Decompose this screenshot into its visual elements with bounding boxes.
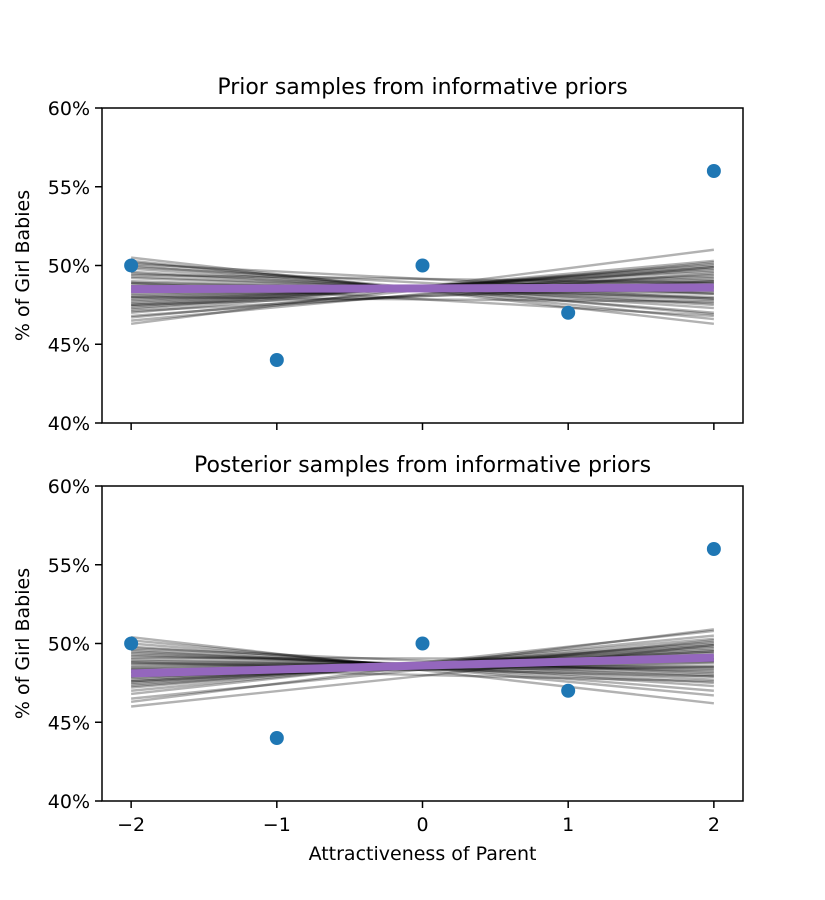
data-point	[124, 636, 139, 651]
posterior-panel-title: Posterior samples from informative prior…	[194, 453, 651, 478]
y-tick-label: 50%	[48, 256, 90, 278]
posterior-x-axis: −2 −1 0 1 2	[117, 801, 720, 836]
y-tick-label: 60%	[48, 476, 90, 498]
x-tick-label: 1	[562, 814, 574, 836]
y-tick-label: 40%	[48, 413, 90, 435]
prior-y-axis-label: % of Girl Babies	[12, 190, 34, 341]
prior-panel-title: Prior samples from informative priors	[217, 75, 627, 100]
x-tick-label: 2	[708, 814, 720, 836]
sample-line	[131, 273, 714, 285]
sample-line	[131, 265, 714, 322]
prior-data-points	[124, 164, 721, 367]
posterior-plot-area	[124, 542, 721, 745]
data-point	[415, 258, 430, 273]
sample-line	[131, 643, 714, 708]
data-point	[706, 164, 721, 178]
x-axis-label: Attractiveness of Parent	[309, 843, 537, 865]
prior-y-axis: 40% 45% 50% 55% 60%	[48, 98, 102, 435]
y-tick-label: 60%	[48, 98, 90, 120]
posterior-y-axis-label: % of Girl Babies	[12, 568, 34, 719]
posterior-data-points	[124, 542, 721, 745]
data-point	[706, 542, 721, 556]
x-tick-label: 0	[416, 814, 428, 836]
sample-line	[131, 272, 714, 318]
sample-line	[131, 636, 714, 705]
y-tick-label: 55%	[48, 555, 90, 577]
prior-panel: Prior samples from informative priors 40…	[12, 75, 744, 435]
prior-plot-area	[124, 164, 721, 367]
data-point	[561, 683, 576, 698]
data-point	[124, 258, 139, 273]
x-tick-label: −2	[117, 814, 145, 836]
y-tick-label: 45%	[48, 334, 90, 356]
sample-line	[131, 647, 714, 675]
prior-x-axis	[130, 423, 715, 430]
data-point	[269, 353, 284, 367]
posterior-mean-line	[131, 653, 714, 678]
y-tick-label: 55%	[48, 177, 90, 199]
x-tick-label: −1	[263, 814, 291, 836]
y-tick-label: 50%	[48, 634, 90, 656]
data-point	[561, 305, 576, 320]
sample-line	[131, 265, 714, 300]
posterior-y-axis: 40% 45% 50% 55% 60%	[48, 476, 102, 813]
posterior-panel: Posterior samples from informative prior…	[12, 453, 744, 836]
sample-line	[131, 295, 714, 303]
data-point	[415, 636, 430, 651]
prior-mean-line	[131, 283, 714, 294]
data-point	[269, 731, 284, 745]
y-tick-label: 40%	[48, 791, 90, 813]
y-tick-label: 45%	[48, 712, 90, 734]
